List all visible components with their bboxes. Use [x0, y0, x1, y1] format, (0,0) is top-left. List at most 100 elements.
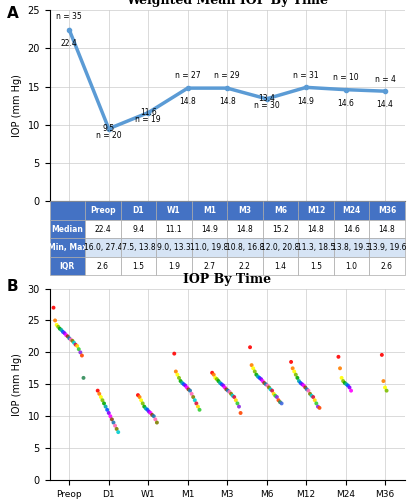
Point	[380, 377, 387, 385]
Point	[253, 370, 260, 378]
Point	[209, 369, 216, 377]
Y-axis label: IOP (mm Hg): IOP (mm Hg)	[12, 353, 22, 416]
Point	[229, 392, 236, 400]
Point	[316, 404, 323, 412]
Point	[338, 374, 345, 382]
Point	[272, 392, 279, 400]
Point	[221, 384, 228, 392]
Point	[214, 375, 220, 383]
Point	[223, 386, 230, 394]
Point	[102, 402, 109, 410]
Point	[184, 384, 190, 392]
Point	[247, 343, 253, 351]
Point	[187, 386, 193, 394]
Point	[152, 416, 159, 424]
Point	[291, 368, 297, 376]
Text: n = 31: n = 31	[293, 70, 319, 80]
Point	[346, 384, 353, 392]
Point	[150, 412, 157, 420]
Point	[113, 425, 120, 433]
Point	[266, 384, 272, 392]
Text: n = 10: n = 10	[333, 73, 358, 82]
Point	[231, 393, 237, 401]
Point	[263, 380, 269, 388]
Point	[68, 336, 74, 344]
Point	[271, 390, 277, 398]
Point	[379, 351, 385, 359]
Point	[290, 364, 296, 372]
Point	[296, 377, 302, 385]
Text: 14.9: 14.9	[298, 96, 315, 106]
Point	[256, 374, 263, 382]
Point	[76, 345, 82, 353]
Point	[234, 400, 241, 407]
Point	[52, 316, 58, 324]
Text: B: B	[7, 279, 19, 294]
Point	[233, 396, 239, 404]
Point	[149, 411, 155, 419]
Text: n = 35: n = 35	[57, 12, 82, 20]
Point	[248, 361, 255, 369]
Point	[107, 412, 114, 420]
Point	[288, 358, 294, 366]
Point	[342, 379, 348, 387]
Point	[174, 370, 181, 378]
Point	[294, 374, 301, 382]
Point	[236, 402, 242, 410]
Point	[177, 377, 184, 385]
Point	[140, 400, 146, 407]
Point	[141, 402, 147, 410]
Point	[154, 418, 160, 426]
Point	[226, 388, 233, 396]
Point	[185, 386, 192, 394]
Point	[188, 390, 195, 398]
Point	[225, 386, 231, 394]
Point	[215, 377, 222, 385]
Point	[144, 406, 151, 414]
Point	[138, 396, 145, 404]
Point	[105, 409, 112, 417]
Point	[180, 380, 187, 388]
Text: 14.4: 14.4	[377, 100, 394, 110]
Point	[110, 418, 117, 426]
Point	[179, 379, 185, 387]
Text: A: A	[7, 6, 19, 21]
Point	[335, 353, 342, 361]
Point	[176, 374, 182, 382]
Point	[267, 386, 274, 394]
Point	[64, 332, 71, 340]
Point	[97, 393, 104, 401]
Text: n = 27: n = 27	[175, 72, 200, 80]
Point	[220, 382, 226, 390]
Point	[72, 340, 79, 348]
Point	[109, 416, 115, 424]
Text: n = 29: n = 29	[214, 72, 240, 80]
Point	[57, 324, 63, 332]
Text: 13.4: 13.4	[258, 94, 275, 104]
Point	[63, 331, 69, 339]
Point	[255, 372, 261, 380]
Point	[300, 382, 307, 390]
Point	[142, 404, 149, 412]
Point	[55, 323, 62, 331]
Text: 11.6: 11.6	[140, 108, 157, 117]
Title: Weighted Mean IOP By Time: Weighted Mean IOP By Time	[126, 0, 328, 8]
Point	[313, 400, 320, 407]
Point	[50, 304, 57, 312]
Point	[259, 377, 266, 385]
Point	[71, 339, 77, 347]
Point	[136, 393, 143, 401]
Point	[307, 390, 313, 398]
Point	[348, 386, 354, 394]
Point	[297, 379, 304, 387]
Text: 9.5: 9.5	[103, 124, 115, 133]
Point	[277, 398, 283, 406]
Point	[311, 396, 318, 404]
Point	[299, 380, 306, 388]
Point	[112, 422, 119, 430]
Point	[269, 386, 275, 394]
Point	[343, 380, 350, 388]
Point	[53, 321, 60, 329]
Point	[58, 326, 65, 334]
Point	[292, 370, 299, 378]
